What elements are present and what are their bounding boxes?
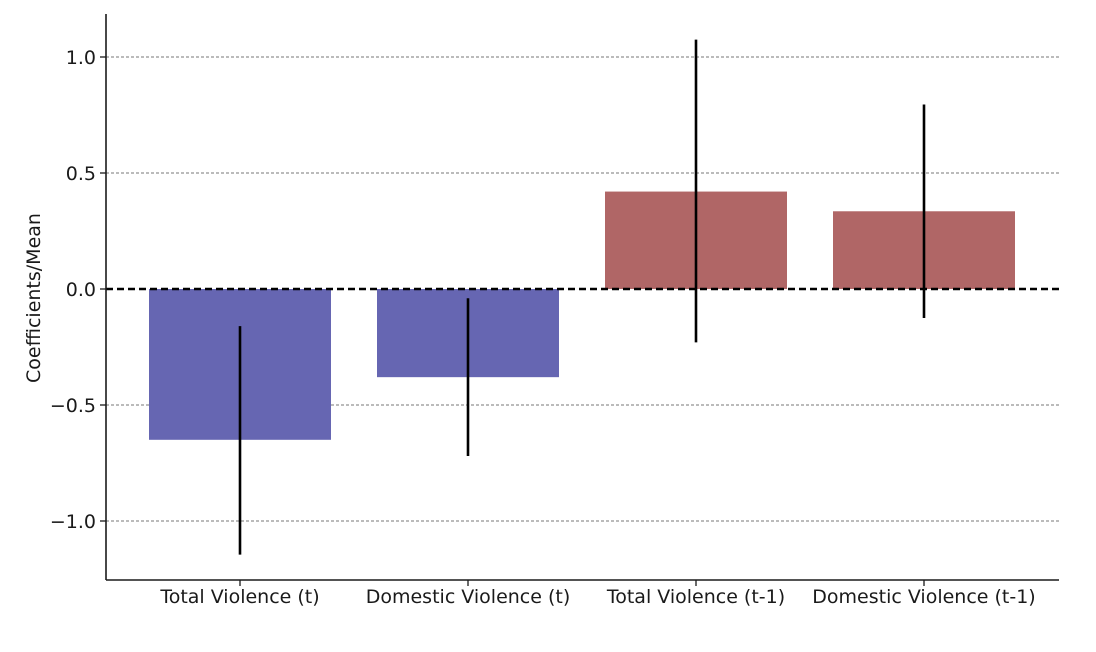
- x-tick-label: Total Violence (t-1): [606, 586, 785, 608]
- ticks-layer: 1.0 0.5 0.0 −0.5 −1.0 Total Violence (t) Domes…: [50, 47, 1036, 608]
- grid-layer: [106, 56, 1059, 522]
- error-bars-layer: [238, 39, 926, 555]
- bars-layer: [149, 191, 1015, 440]
- y-tick-label: 0.0: [66, 279, 96, 301]
- y-axis-label: Coefficients/Mean: [23, 213, 45, 383]
- axes-layer: [105, 14, 1059, 581]
- y-tick-label: 0.5: [66, 163, 96, 185]
- x-tick-label: Total Violence (t): [159, 586, 319, 608]
- y-tick-label: 1.0: [66, 47, 96, 69]
- x-tick-label: Domestic Violence (t-1): [812, 586, 1035, 608]
- x-tick-label: Domestic Violence (t): [366, 586, 571, 608]
- y-tick-label: −1.0: [50, 511, 96, 533]
- y-tick-label: −0.5: [50, 395, 96, 417]
